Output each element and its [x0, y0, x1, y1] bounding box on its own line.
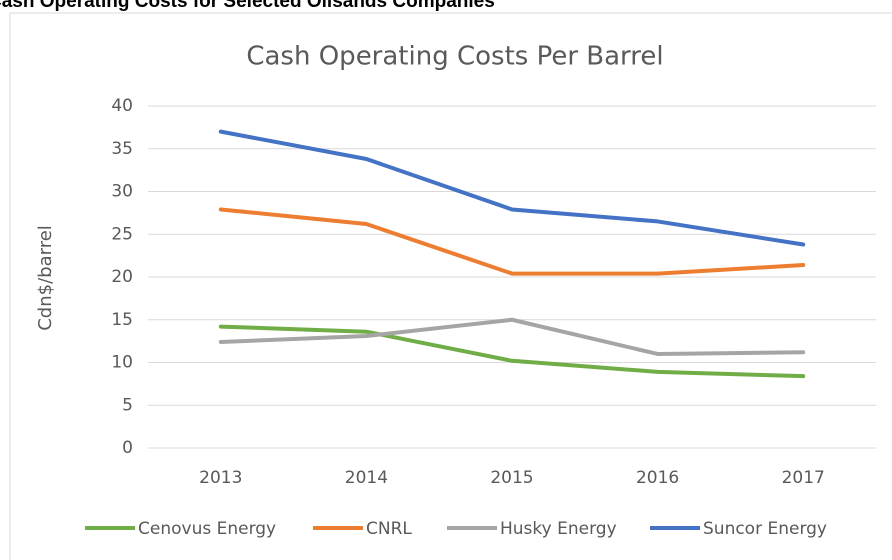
legend-label: Suncor Energy [703, 519, 827, 539]
y-tick-label: 5 [122, 395, 133, 415]
y-tick-label: 15 [111, 310, 133, 330]
x-tick-label: 2015 [490, 468, 533, 488]
y-axis-label: Cdn$/barrel [35, 225, 56, 331]
y-tick-label: 30 [111, 182, 133, 202]
x-tick-label: 2016 [636, 468, 679, 488]
legend-label: Husky Energy [500, 519, 617, 539]
y-tick-label: 25 [111, 224, 133, 244]
legend-label: Cenovus Energy [138, 519, 276, 539]
line-series [218, 324, 806, 379]
x-tick-label: 2013 [199, 468, 242, 488]
line-series [218, 129, 806, 247]
y-tick-label: 40 [111, 96, 133, 116]
x-tick-label: 2014 [345, 468, 388, 488]
y-tick-label: 10 [111, 353, 133, 373]
y-tick-label: 35 [111, 139, 133, 159]
y-tick-label: 0 [122, 438, 133, 458]
line-series [218, 207, 806, 276]
page-header: Cash Operating Costs for Selected Oilsan… [0, 0, 495, 12]
line-series [218, 317, 806, 356]
x-tick-label: 2017 [782, 468, 825, 488]
chart-frame [9, 12, 892, 560]
legend-label: CNRL [366, 519, 412, 539]
chart-title: Cash Operating Costs Per Barrel [246, 42, 663, 72]
y-tick-label: 20 [111, 267, 133, 287]
